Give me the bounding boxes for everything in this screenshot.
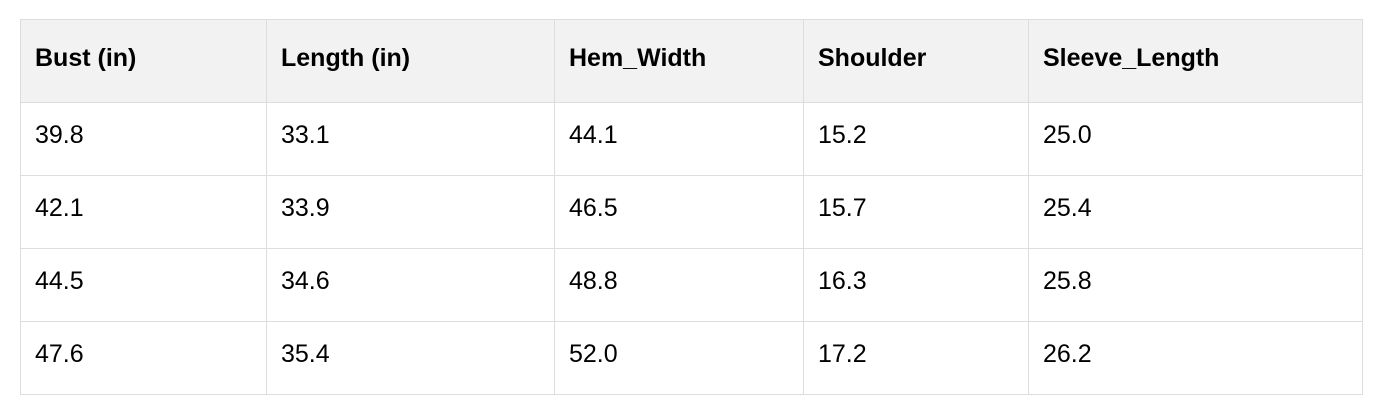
- cell-bust: 44.5: [20, 248, 267, 322]
- cell-hem-width: 52.0: [554, 321, 804, 395]
- cell-bust: 42.1: [20, 175, 267, 249]
- cell-hem-width: 44.1: [554, 102, 804, 176]
- cell-hem-width: 48.8: [554, 248, 804, 322]
- table-row: 42.1 33.9 46.5 15.7 25.4: [20, 175, 1363, 249]
- column-header-shoulder[interactable]: Shoulder: [803, 19, 1029, 103]
- column-header-sleeve-length[interactable]: Sleeve_Length: [1028, 19, 1363, 103]
- table-header-row: Bust (in) Length (in) Hem_Width Shoulder…: [20, 19, 1363, 103]
- cell-shoulder: 15.2: [803, 102, 1029, 176]
- table-row: 44.5 34.6 48.8 16.3 25.8: [20, 248, 1363, 322]
- table-row: 47.6 35.4 52.0 17.2 26.2: [20, 321, 1363, 395]
- cell-length: 33.1: [266, 102, 555, 176]
- column-header-length[interactable]: Length (in): [266, 19, 555, 103]
- table-body: 39.8 33.1 44.1 15.2 25.0 42.1 33.9 46.5 …: [20, 102, 1363, 395]
- cell-length: 34.6: [266, 248, 555, 322]
- cell-bust: 47.6: [20, 321, 267, 395]
- table-row: 39.8 33.1 44.1 15.2 25.0: [20, 102, 1363, 176]
- measurements-table-container: Bust (in) Length (in) Hem_Width Shoulder…: [20, 19, 1363, 395]
- cell-shoulder: 16.3: [803, 248, 1029, 322]
- cell-sleeve-length: 25.8: [1028, 248, 1363, 322]
- cell-hem-width: 46.5: [554, 175, 804, 249]
- cell-bust: 39.8: [20, 102, 267, 176]
- cell-length: 33.9: [266, 175, 555, 249]
- table-header: Bust (in) Length (in) Hem_Width Shoulder…: [20, 19, 1363, 103]
- cell-shoulder: 15.7: [803, 175, 1029, 249]
- measurements-table: Bust (in) Length (in) Hem_Width Shoulder…: [20, 19, 1363, 395]
- cell-sleeve-length: 25.0: [1028, 102, 1363, 176]
- column-header-bust[interactable]: Bust (in): [20, 19, 267, 103]
- cell-sleeve-length: 26.2: [1028, 321, 1363, 395]
- cell-shoulder: 17.2: [803, 321, 1029, 395]
- cell-sleeve-length: 25.4: [1028, 175, 1363, 249]
- cell-length: 35.4: [266, 321, 555, 395]
- column-header-hem-width[interactable]: Hem_Width: [554, 19, 804, 103]
